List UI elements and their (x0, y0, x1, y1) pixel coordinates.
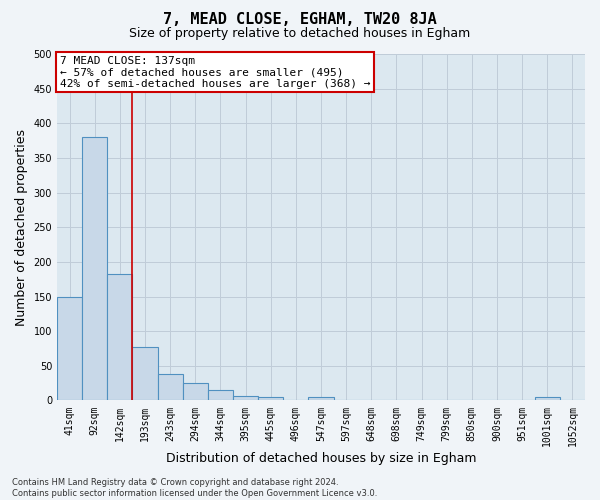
Bar (133, 347, 158, 401)
Bar (57, 296, 82, 401)
Bar (535, 397, 560, 400)
Bar (158, 374, 183, 400)
Bar (258, 397, 283, 400)
Bar (233, 396, 258, 400)
Bar (208, 390, 233, 400)
Bar (308, 397, 334, 400)
Bar (183, 383, 208, 400)
Text: Size of property relative to detached houses in Egham: Size of property relative to detached ho… (130, 28, 470, 40)
Y-axis label: Number of detached properties: Number of detached properties (15, 128, 28, 326)
Bar (82, 137, 107, 400)
X-axis label: Distribution of detached houses by size in Egham: Distribution of detached houses by size … (166, 452, 476, 465)
Text: 7, MEAD CLOSE, EGHAM, TW20 8JA: 7, MEAD CLOSE, EGHAM, TW20 8JA (163, 12, 437, 28)
Text: 7 MEAD CLOSE: 137sqm
← 57% of detached houses are smaller (495)
42% of semi-deta: 7 MEAD CLOSE: 137sqm ← 57% of detached h… (59, 56, 370, 89)
Bar (107, 274, 133, 400)
Text: Contains HM Land Registry data © Crown copyright and database right 2024.
Contai: Contains HM Land Registry data © Crown c… (12, 478, 377, 498)
